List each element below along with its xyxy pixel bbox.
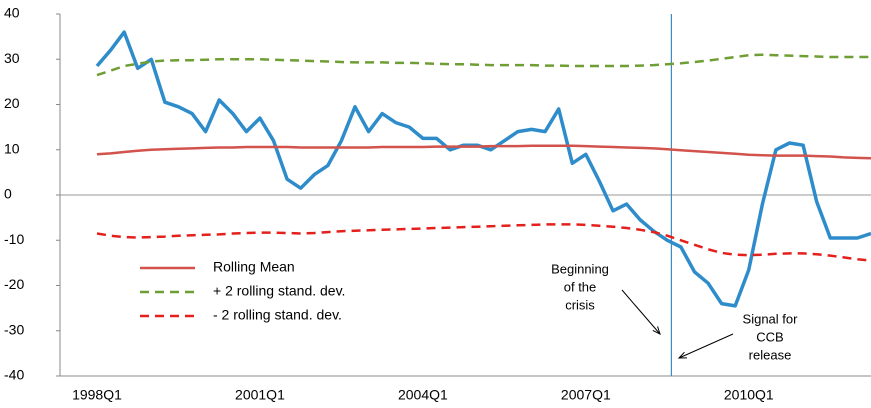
series-line [96, 223, 871, 262]
series-line [96, 144, 871, 160]
y-tick-label: -40 [4, 367, 24, 383]
annotation: Signal for [743, 311, 799, 326]
y-tick-label: -10 [4, 231, 24, 247]
y-tick-label: 10 [4, 140, 20, 156]
legend-label: + 2 rolling stand. dev. [213, 283, 345, 299]
arrow-head [652, 326, 661, 335]
x-tick-label: 2010Q1 [724, 387, 774, 403]
x-tick-label: 2001Q1 [235, 387, 285, 403]
y-tick-label: 30 [4, 50, 20, 66]
annotation: crisis [565, 297, 595, 312]
legend-label: Rolling Mean [213, 259, 295, 275]
x-tick-label: 2007Q1 [561, 387, 611, 403]
annotation: release [749, 347, 792, 362]
y-tick-label: 20 [4, 95, 20, 111]
x-tick-label: 2004Q1 [398, 387, 448, 403]
arrow [621, 289, 661, 335]
annotation: of the [564, 279, 597, 294]
x-tick-label: 1998Q1 [72, 387, 122, 403]
legend-label: - 2 rolling stand. dev. [213, 307, 342, 323]
y-tick-label: 0 [4, 186, 12, 202]
annotation: Beginning [551, 261, 609, 276]
y-tick-label: -20 [4, 276, 24, 292]
arrow [678, 333, 734, 359]
y-tick-label: -30 [4, 321, 24, 337]
annotation: CCB [756, 329, 783, 344]
arrow-head [677, 351, 688, 359]
series-line [96, 53, 871, 77]
y-tick-label: 40 [4, 5, 20, 21]
